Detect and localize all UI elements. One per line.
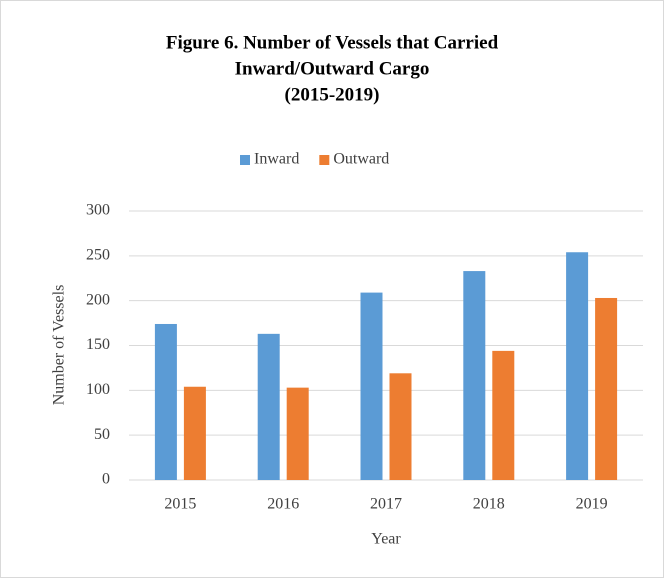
bar: [183, 386, 206, 480]
y-tick-label: 150: [86, 336, 110, 353]
bar: [463, 271, 486, 480]
bar: [286, 387, 309, 480]
legend-label: Outward: [333, 151, 389, 168]
y-axis-label: Number of Vessels: [51, 285, 68, 406]
legend-label: Inward: [254, 151, 299, 168]
bar: [360, 292, 383, 480]
x-tick-label: 2016: [267, 496, 299, 513]
y-tick-label: 100: [86, 381, 110, 398]
x-axis-label: Year: [371, 531, 401, 548]
y-tick-label: 50: [94, 426, 110, 443]
bar: [492, 350, 515, 480]
bar: [566, 252, 589, 480]
legend-swatch: [240, 155, 250, 165]
x-tick-label: 2019: [576, 496, 608, 513]
bar: [389, 373, 412, 480]
bar: [595, 297, 618, 480]
y-tick-label: 250: [86, 247, 110, 264]
chart-title: Figure 6. Number of Vessels that Carried: [166, 32, 499, 53]
bar: [257, 333, 280, 480]
x-tick-label: 2015: [164, 496, 196, 513]
chart-title: (2015-2019): [285, 84, 380, 105]
bar: [154, 323, 177, 480]
y-tick-label: 300: [86, 202, 110, 219]
y-tick-label: 200: [86, 291, 110, 308]
x-tick-label: 2017: [370, 496, 402, 513]
chart-title: Inward/Outward Cargo: [235, 58, 430, 79]
legend-swatch: [319, 155, 330, 165]
y-tick-label: 0: [102, 471, 110, 488]
x-tick-label: 2018: [473, 496, 505, 513]
